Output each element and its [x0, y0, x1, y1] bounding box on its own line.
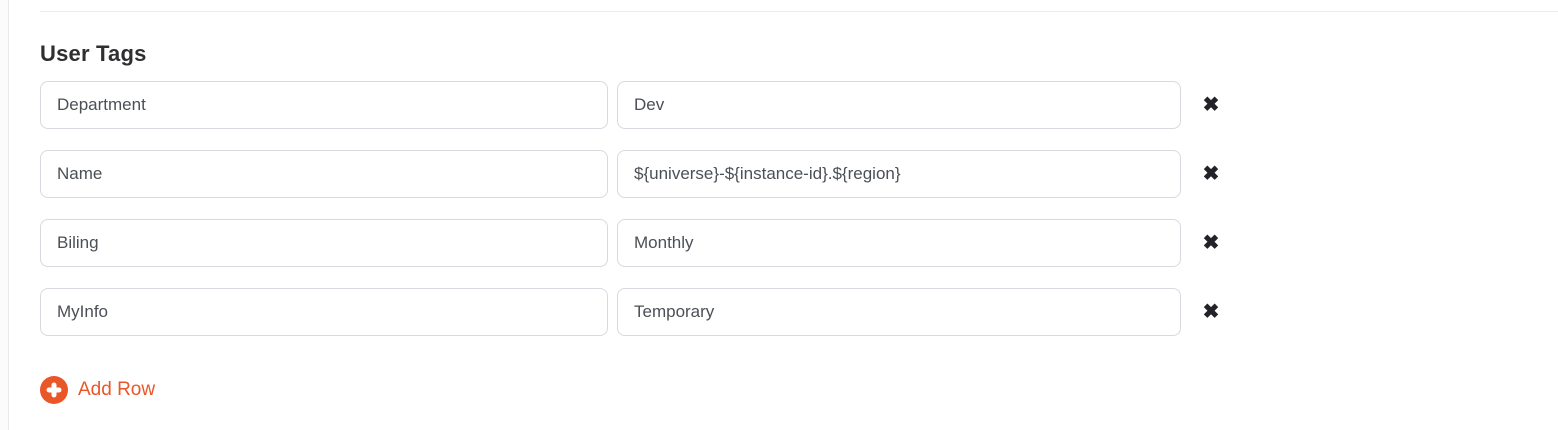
- tag-value-input[interactable]: [617, 288, 1181, 336]
- tag-rows: ✖ ✖ ✖ ✖: [40, 81, 1558, 336]
- tag-key-input[interactable]: [40, 219, 608, 267]
- tag-key-input[interactable]: [40, 288, 608, 336]
- tag-value-input[interactable]: [617, 219, 1181, 267]
- remove-row-button[interactable]: ✖: [1195, 158, 1227, 190]
- remove-row-button[interactable]: ✖: [1195, 89, 1227, 121]
- remove-icon: ✖: [1202, 232, 1220, 254]
- tag-key-input[interactable]: [40, 81, 608, 129]
- add-row-button[interactable]: Add Row: [40, 376, 155, 404]
- panel-left-strip: [0, 0, 8, 430]
- tag-row: ✖: [40, 288, 1558, 336]
- remove-icon: ✖: [1202, 163, 1220, 185]
- section-divider: [40, 11, 1558, 12]
- remove-row-button[interactable]: ✖: [1195, 296, 1227, 328]
- tag-key-input[interactable]: [40, 150, 608, 198]
- tag-value-input[interactable]: [617, 150, 1181, 198]
- add-row-label: Add Row: [78, 379, 156, 400]
- page-title: User Tags: [40, 41, 147, 66]
- tag-row: ✖: [40, 150, 1558, 198]
- remove-icon: ✖: [1202, 94, 1220, 116]
- tag-row: ✖: [40, 219, 1558, 267]
- tag-row: ✖: [40, 81, 1558, 129]
- user-tags-section: User Tags ✖ ✖ ✖ ✖ Add Row: [40, 0, 1558, 409]
- tag-value-input[interactable]: [617, 81, 1181, 129]
- remove-icon: ✖: [1202, 301, 1220, 323]
- plus-icon: [40, 376, 68, 404]
- remove-row-button[interactable]: ✖: [1195, 227, 1227, 259]
- panel-left-border: [8, 0, 9, 430]
